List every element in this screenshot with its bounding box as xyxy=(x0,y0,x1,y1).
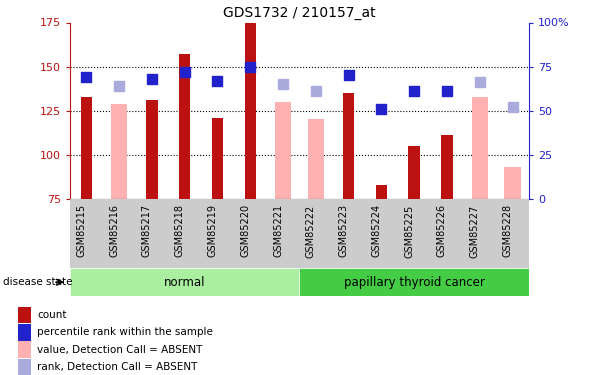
Bar xyxy=(18,324,32,340)
Text: GSM85226: GSM85226 xyxy=(437,204,447,257)
Bar xyxy=(343,93,354,199)
Bar xyxy=(146,100,157,199)
Point xyxy=(508,104,517,110)
Bar xyxy=(81,96,92,199)
Text: GSM85219: GSM85219 xyxy=(207,204,218,257)
Text: percentile rank within the sample: percentile rank within the sample xyxy=(37,327,213,337)
Bar xyxy=(300,268,529,296)
Bar xyxy=(308,119,324,199)
Point xyxy=(376,106,386,112)
Text: GSM85216: GSM85216 xyxy=(109,204,119,257)
Text: disease state: disease state xyxy=(3,277,72,287)
Text: papillary thyroid cancer: papillary thyroid cancer xyxy=(344,276,485,289)
Bar xyxy=(409,146,420,199)
Text: GSM85217: GSM85217 xyxy=(142,204,152,257)
Text: value, Detection Call = ABSENT: value, Detection Call = ABSENT xyxy=(37,345,202,354)
Text: GSM85218: GSM85218 xyxy=(174,204,185,257)
Point xyxy=(114,83,124,89)
Text: rank, Detection Call = ABSENT: rank, Detection Call = ABSENT xyxy=(37,362,198,372)
Point xyxy=(81,74,91,80)
Text: GSM85222: GSM85222 xyxy=(306,204,316,258)
Bar xyxy=(18,341,32,358)
Point xyxy=(246,63,255,70)
Text: GSM85225: GSM85225 xyxy=(404,204,414,258)
Point xyxy=(475,80,485,86)
Bar xyxy=(18,307,32,323)
Text: GSM85223: GSM85223 xyxy=(339,204,348,257)
Bar xyxy=(505,167,521,199)
Point xyxy=(180,69,190,75)
Text: GSM85228: GSM85228 xyxy=(503,204,513,257)
Text: GSM85220: GSM85220 xyxy=(240,204,250,257)
Bar xyxy=(18,358,32,375)
Point xyxy=(311,88,320,94)
Bar xyxy=(244,22,256,199)
Point xyxy=(409,88,419,94)
Text: GSM85215: GSM85215 xyxy=(77,204,86,257)
Bar xyxy=(376,184,387,199)
Bar xyxy=(275,102,291,199)
Bar xyxy=(179,54,190,199)
Bar xyxy=(70,268,299,296)
Text: GSM85224: GSM85224 xyxy=(371,204,381,257)
Bar xyxy=(472,96,488,199)
Title: GDS1732 / 210157_at: GDS1732 / 210157_at xyxy=(223,6,376,20)
Point xyxy=(344,72,353,78)
Bar xyxy=(441,135,453,199)
Point xyxy=(278,81,288,87)
Text: GSM85227: GSM85227 xyxy=(470,204,480,258)
Bar xyxy=(212,118,223,199)
Point xyxy=(442,88,452,94)
Point xyxy=(147,76,157,82)
Text: count: count xyxy=(37,310,67,320)
Text: normal: normal xyxy=(164,276,206,289)
Text: GSM85221: GSM85221 xyxy=(273,204,283,257)
Bar xyxy=(111,104,127,199)
Point xyxy=(213,78,223,84)
